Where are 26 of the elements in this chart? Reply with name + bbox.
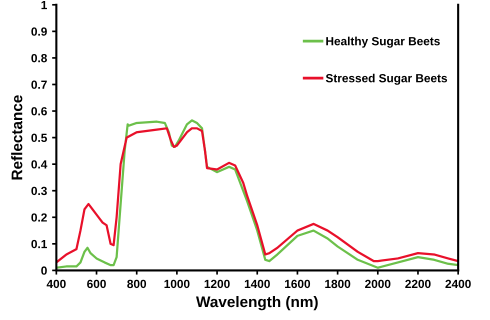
x-tick-label: 600 (87, 280, 106, 288)
x-tick-label: 1200 (204, 280, 230, 288)
x-tick-label: 1800 (325, 280, 350, 288)
x-tick-label: 2200 (405, 280, 431, 288)
y-tick-label: 0.7 (31, 80, 47, 89)
x-tick-label: 800 (127, 280, 146, 288)
x-tick-label: 2400 (445, 280, 471, 288)
y-tick-label: 0.4 (31, 160, 48, 169)
legend-label: Healthy Sugar Beets (326, 36, 440, 48)
x-tick-label: 1000 (164, 280, 190, 288)
y-tick-label: 0.3 (31, 186, 47, 196)
y-tick-label: 1 (42, 0, 47, 10)
x-tick-label: 1400 (244, 280, 270, 288)
y-tick-label: 0.8 (31, 54, 47, 62)
y-tick-label: 0 (41, 266, 47, 275)
y-axis-title: Reflectance (11, 95, 22, 180)
x-axis-title: Wavelength (nm) (196, 296, 318, 310)
y-tick-label: 0.9 (31, 27, 47, 36)
x-tick-label: 400 (46, 280, 66, 288)
y-tick-label: 0.2 (31, 213, 47, 222)
y-tick-label: 0.6 (31, 107, 47, 116)
legend-label: Stressed Sugar Beets (326, 74, 448, 85)
y-tick-label: 0.1 (31, 240, 47, 248)
y-tick-label: 0.5 (31, 134, 47, 142)
x-tick-label: 2000 (365, 280, 390, 288)
x-tick-label: 1600 (285, 280, 310, 288)
